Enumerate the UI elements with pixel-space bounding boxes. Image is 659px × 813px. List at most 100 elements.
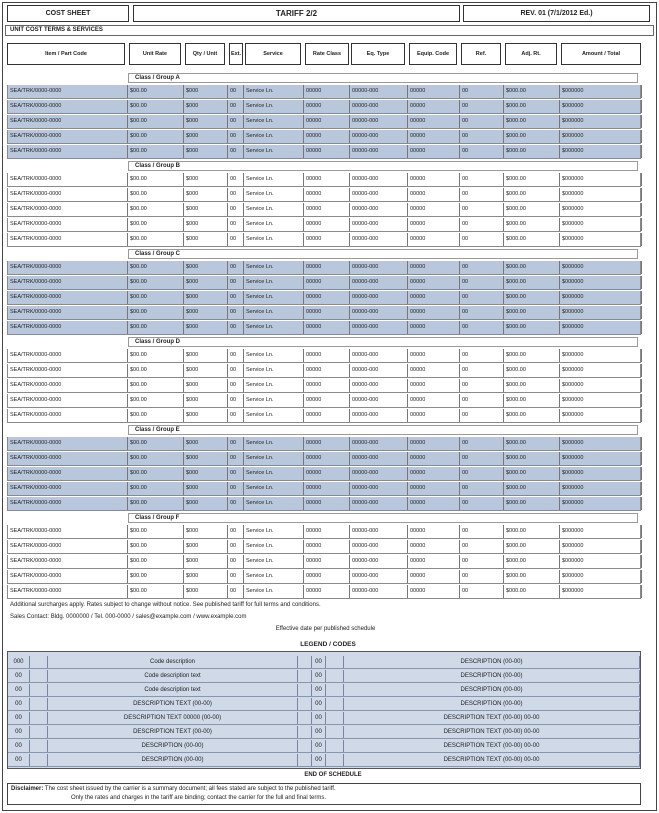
table-cell: 00 (228, 173, 244, 186)
table-row: SEA/TRK/0000-0000 $00.00 $000 00 Service Ln.… (7, 437, 642, 451)
legend-cell: Code description (48, 656, 298, 668)
table-cell: 00 (228, 261, 244, 274)
table-cell: 00 (228, 437, 244, 450)
legend-cell (298, 754, 312, 766)
top-bar: COST SHEET TARIFF 2/2 REV. 01 (7/1/2012 … (5, 5, 654, 23)
table-cell: 00 (460, 85, 504, 98)
table-cell: 00000 (304, 188, 350, 201)
table-cell: 00000 (408, 379, 460, 392)
table-cell: $000000 (560, 497, 642, 510)
table-cell: 00000 (408, 409, 460, 422)
table-cell: $000.00 (504, 276, 560, 289)
table-cell: 00000-000 (350, 482, 408, 495)
table-cell: 00 (228, 306, 244, 319)
table-cell: $000.00 (504, 173, 560, 186)
table-cell: $000.00 (504, 145, 560, 158)
table-row: SEA/TRK/0000-0000 $00.00 $000 00 Service Ln.… (7, 482, 642, 496)
table-cell: 00000 (408, 497, 460, 510)
legend-cell: DESCRIPTION TEXT (00-00) 00-00 (344, 740, 640, 752)
table-cell: $000000 (560, 85, 642, 98)
table-cell: $000.00 (504, 85, 560, 98)
legend-cell (326, 754, 344, 766)
table-cell: Service Ln. (244, 525, 304, 538)
table-cell: 00000 (304, 115, 350, 128)
disclaimer: Disclaimer: The cost sheet issued by the… (7, 783, 641, 805)
table-row: SEA/TRK/0000-0000 $00.00 $000 00 Service Ln.… (7, 233, 642, 247)
table-cell: SEA/TRK/0000-0000 (8, 409, 128, 422)
column-header-3: Ext. (229, 43, 243, 65)
table-cell: $000000 (560, 437, 642, 450)
column-header-8: Ref. (461, 43, 501, 65)
legend-cell (30, 698, 48, 710)
table-cell: $000 (184, 570, 228, 583)
legend-cell: DESCRIPTION TEXT (00-00) (48, 698, 298, 710)
table-cell: 00 (228, 349, 244, 362)
legend-cell: 00 (312, 684, 326, 696)
table-cell: 00000 (304, 540, 350, 553)
table-cell: $000000 (560, 452, 642, 465)
legend-cell (30, 740, 48, 752)
table-cell: $000.00 (504, 497, 560, 510)
table-cell: SEA/TRK/0000-0000 (8, 482, 128, 495)
table-cell: $000000 (560, 306, 642, 319)
table-cell: Service Ln. (244, 570, 304, 583)
table-cell: Service Ln. (244, 394, 304, 407)
table-cell: $000.00 (504, 394, 560, 407)
table-cell: 00000-000 (350, 409, 408, 422)
table-cell: $00.00 (128, 261, 184, 274)
table-cell: 00000 (304, 349, 350, 362)
table-cell: 00 (228, 276, 244, 289)
column-header-6: Eq. Type (351, 43, 405, 65)
table-cell: 00 (460, 437, 504, 450)
table-cell: $000000 (560, 525, 642, 538)
legend-cell (30, 754, 48, 766)
legend-cell: DESCRIPTION TEXT 00000 (00-00) (48, 712, 298, 724)
column-header-1: Unit Rate (129, 43, 181, 65)
table-cell: 00 (460, 291, 504, 304)
table-cell: $00.00 (128, 482, 184, 495)
table-cell: 00000 (408, 437, 460, 450)
table-cell: $000.00 (504, 525, 560, 538)
legend-cell (326, 712, 344, 724)
table-cell: $000000 (560, 291, 642, 304)
table-cell: $00.00 (128, 291, 184, 304)
legend-cell: DESCRIPTION (00-00) (344, 656, 640, 668)
table-cell: $000 (184, 233, 228, 246)
table-cell: Service Ln. (244, 467, 304, 480)
table-cell: $000 (184, 203, 228, 216)
table-cell: Service Ln. (244, 233, 304, 246)
table-cell: 00000-000 (350, 100, 408, 113)
table-cell: 00000 (408, 261, 460, 274)
legend-cell (298, 726, 312, 738)
legend-row: 00 Code description text 00 DESCRIPTION (00… (8, 684, 640, 697)
table-cell: 00 (228, 585, 244, 598)
table-cell: $00.00 (128, 321, 184, 334)
table-row: SEA/TRK/0000-0000 $00.00 $000 00 Service Ln.… (7, 525, 642, 539)
table-cell: 00 (460, 364, 504, 377)
table-cell: Service Ln. (244, 540, 304, 553)
table-cell: 00000-000 (350, 306, 408, 319)
table-cell: 00 (228, 364, 244, 377)
table-cell: $00.00 (128, 188, 184, 201)
table-cell: $000.00 (504, 452, 560, 465)
table-cell: $000.00 (504, 540, 560, 553)
table-cell: 00000 (304, 467, 350, 480)
table-cell: 00 (228, 130, 244, 143)
table-row: SEA/TRK/0000-0000 $00.00 $000 00 Service Ln.… (7, 349, 642, 363)
table-cell: 00000 (304, 452, 350, 465)
table-cell: SEA/TRK/0000-0000 (8, 394, 128, 407)
table-cell: 00 (460, 261, 504, 274)
table-row: SEA/TRK/0000-0000 $00.00 $000 00 Service Ln.… (7, 145, 642, 159)
table-cell: $000.00 (504, 261, 560, 274)
table-cell: 00000 (408, 364, 460, 377)
table-cell: 00000 (408, 525, 460, 538)
table-cell: 00000-000 (350, 364, 408, 377)
disclaimer-line-1: The cost sheet issued by the carrier is … (44, 786, 336, 792)
legend-cell: DESCRIPTION (00-00) (344, 698, 640, 710)
legend-cell (298, 656, 312, 668)
table-cell: $000 (184, 379, 228, 392)
revision-box: REV. 01 (7/1/2012 Ed.) (463, 5, 650, 22)
table-cell: $000.00 (504, 115, 560, 128)
table-cell: Service Ln. (244, 115, 304, 128)
table-cell: 00000 (408, 100, 460, 113)
